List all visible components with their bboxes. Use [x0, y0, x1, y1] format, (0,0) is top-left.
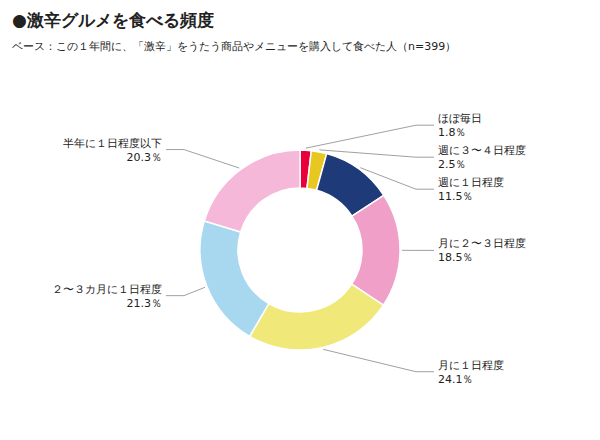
- title: ●激辛グルメを食べる頻度: [12, 10, 214, 30]
- category-label: ２〜３カ月に１日程度: [52, 283, 162, 296]
- subtitle: ベース：この１年間に、「激辛」をうたう商品やメニューを購入して食べた人（n=39…: [12, 40, 456, 53]
- leader-line: [166, 150, 239, 168]
- leader-line: [306, 125, 434, 148]
- leader-line: [323, 349, 434, 371]
- data-label: 週に１日程度11.5％: [438, 176, 504, 203]
- value-label: 11.5％: [438, 190, 474, 203]
- category-label: 半年に１日程度以下: [63, 137, 162, 150]
- leader-line: [402, 250, 434, 251]
- slices: [200, 150, 400, 350]
- data-label: 半年に１日程度以下20.3％: [63, 137, 162, 164]
- data-label: ２〜３カ月に１日程度21.3％: [52, 283, 162, 310]
- value-label: 18.5％: [438, 251, 474, 264]
- category-label: 月に２〜３日程度: [438, 237, 526, 250]
- chart: ●激辛グルメを食べる頻度ベース：この１年間に、「激辛」をうたう商品やメニューを購…: [0, 0, 600, 440]
- leader-line: [319, 150, 434, 157]
- value-label: 24.1％: [438, 373, 474, 386]
- leader-line: [360, 168, 434, 190]
- data-label: 週に３〜４日程度2.5％: [438, 144, 526, 171]
- slice: [204, 150, 300, 232]
- data-label: 月に２〜３日程度18.5％: [438, 237, 526, 264]
- data-label: 月に１日程度24.1％: [438, 359, 504, 386]
- leader-line: [166, 287, 205, 295]
- data-label: ほぼ毎日1.8％: [438, 112, 482, 139]
- slice: [200, 221, 269, 336]
- category-label: ほぼ毎日: [438, 112, 482, 125]
- chart-container: ●激辛グルメを食べる頻度ベース：この１年間に、「激辛」をうたう商品やメニューを購…: [0, 0, 600, 440]
- value-label: 20.3％: [127, 151, 163, 164]
- value-label: 2.5％: [438, 158, 467, 171]
- category-label: 週に１日程度: [438, 176, 504, 189]
- slice: [250, 284, 384, 350]
- category-label: 週に３〜４日程度: [438, 144, 526, 157]
- category-label: 月に１日程度: [438, 359, 504, 372]
- labels: ほぼ毎日1.8％週に３〜４日程度2.5％週に１日程度11.5％月に２〜３日程度1…: [52, 112, 526, 386]
- value-label: 1.8％: [438, 126, 467, 139]
- value-label: 21.3％: [127, 297, 163, 310]
